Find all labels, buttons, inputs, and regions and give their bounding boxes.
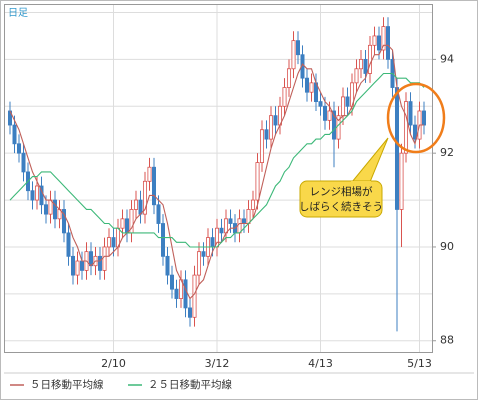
candle-body	[111, 237, 116, 248]
candle-body	[358, 58, 363, 70]
candle-body	[62, 209, 67, 234]
legend-label: ２５日移動平均線	[148, 378, 232, 391]
candle-body	[309, 82, 314, 93]
candle-body	[273, 115, 278, 126]
candle-body	[228, 218, 233, 224]
x-tick-label: 5/13	[407, 357, 432, 370]
x-tick-label: 2/10	[101, 357, 126, 370]
candle-body	[385, 26, 390, 60]
candle-body	[71, 255, 76, 276]
moving-average-line	[9, 44, 424, 300]
timeframe-label: 日足	[8, 7, 28, 19]
candle-body	[160, 223, 165, 257]
candle-body	[340, 96, 345, 117]
callout-text: しばらく続きそう	[299, 200, 383, 213]
candle-body	[372, 35, 377, 46]
candle-body	[21, 152, 26, 173]
candle-body	[151, 166, 156, 206]
y-tick-label: 88	[440, 334, 454, 347]
candle-body	[412, 124, 417, 140]
candle-body	[39, 185, 44, 206]
candle-body	[381, 26, 386, 51]
candle-body	[322, 105, 327, 121]
candle-body	[345, 96, 350, 107]
highlight-circle	[386, 82, 446, 154]
candle-body	[331, 110, 336, 140]
candle-body	[156, 204, 161, 224]
candle-body	[89, 251, 94, 267]
candle-body	[75, 260, 80, 276]
candle-body	[165, 255, 170, 276]
candle-body	[376, 35, 381, 51]
candle-body	[35, 185, 40, 201]
candle-body	[138, 199, 143, 215]
candle-body	[169, 274, 174, 290]
y-tick-label: 94	[440, 52, 454, 65]
candle-body	[237, 218, 242, 234]
candle-body	[408, 101, 413, 126]
candle-body	[174, 288, 179, 299]
candle-body	[66, 232, 71, 257]
candle-body	[295, 40, 300, 56]
candle-body	[133, 199, 138, 210]
candle-body	[286, 68, 291, 88]
candle-body	[7, 110, 12, 126]
candle-body	[187, 307, 192, 318]
candle-body	[268, 115, 273, 140]
candle-body	[12, 124, 17, 145]
legend: ５日移動平均線 ２５日移動平均線	[10, 378, 232, 391]
candle-body	[147, 166, 152, 182]
candle-body	[196, 251, 201, 276]
legend-label: ５日移動平均線	[30, 378, 104, 391]
candle-body	[142, 180, 147, 215]
candle-body	[363, 58, 368, 74]
callout-box	[299, 180, 383, 218]
candle-body	[192, 274, 197, 318]
candle-body	[201, 251, 206, 257]
candle-body	[210, 237, 215, 248]
candle-body	[304, 77, 309, 93]
candle-body	[125, 218, 130, 234]
candle-body	[255, 162, 260, 201]
candle-body	[30, 190, 35, 201]
candle-body	[394, 87, 399, 210]
candle-body	[318, 101, 323, 107]
candle-body	[291, 40, 296, 70]
candle-body	[259, 129, 264, 163]
candle-body	[219, 227, 224, 234]
candle-body	[48, 199, 53, 215]
candle-body	[354, 68, 359, 84]
candle-body	[223, 218, 228, 234]
candle-body	[399, 152, 404, 210]
candle-body	[107, 237, 112, 248]
candle-body	[98, 255, 103, 271]
candle-body	[250, 199, 255, 210]
candle-body	[44, 204, 49, 215]
x-tick-label: 3/12	[205, 357, 230, 370]
candle-body	[120, 218, 125, 229]
candle-body	[102, 246, 107, 271]
candle-body	[403, 101, 408, 154]
grid: 88 90 92 94 2/10 3/12 4/13 5/13	[5, 5, 454, 370]
y-tick-label: 90	[440, 240, 454, 253]
candle-body	[183, 279, 188, 309]
candle-body	[53, 199, 58, 220]
callout-joint	[351, 181, 371, 184]
moving-average-line	[9, 72, 425, 248]
plot	[7, 17, 426, 332]
x-tick-label: 4/13	[308, 357, 333, 370]
candle-body	[246, 209, 251, 224]
y-tick-label: 92	[440, 146, 454, 159]
candle-body	[421, 110, 426, 126]
candle-body	[282, 87, 287, 107]
candle-body	[241, 218, 246, 224]
candle-body	[367, 44, 372, 74]
candle-body	[327, 110, 332, 121]
candle-body	[264, 129, 269, 140]
candle-body	[16, 143, 21, 154]
candle-body	[80, 260, 85, 271]
callout-text: レンジ相場が	[310, 185, 373, 198]
